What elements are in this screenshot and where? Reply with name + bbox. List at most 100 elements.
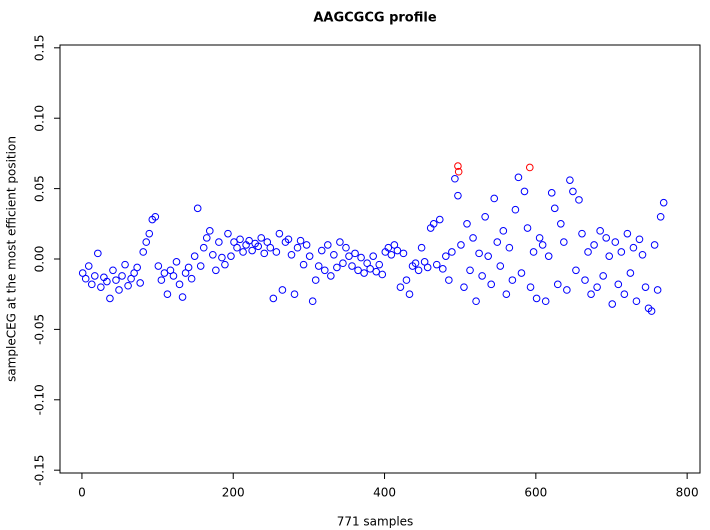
data-point (254, 242, 263, 251)
data-point (405, 290, 414, 298)
y-tick-label: -0.15 (33, 455, 47, 486)
data-point (327, 272, 335, 280)
data-point (451, 174, 459, 183)
data-point (184, 263, 193, 272)
data-point (514, 173, 523, 182)
data-point (472, 297, 480, 306)
data-point (653, 286, 662, 294)
data-point (221, 260, 229, 269)
data-point (602, 234, 610, 242)
data-point (584, 248, 592, 256)
data-point (460, 283, 468, 291)
data-point (611, 238, 620, 246)
data-point (260, 249, 269, 258)
data-point (423, 263, 432, 272)
data-point (454, 167, 463, 176)
x-axis-label: 771 samples (337, 515, 414, 529)
x-tick-label: 600 (524, 486, 547, 500)
data-point (502, 290, 511, 298)
data-point (650, 241, 659, 249)
x-tick-label: 0 (78, 486, 86, 500)
data-point (442, 252, 450, 260)
data-point (481, 212, 489, 221)
data-point (257, 234, 266, 242)
data-point (345, 252, 353, 260)
data-point (172, 258, 181, 266)
data-point (336, 238, 344, 246)
data-point (233, 243, 241, 252)
data-point (420, 258, 429, 266)
data-point (290, 290, 299, 298)
data-point (360, 269, 368, 277)
x-tick-label: 400 (373, 486, 396, 500)
data-point (529, 248, 538, 256)
data-point (429, 220, 438, 228)
data-point (438, 265, 447, 273)
data-point (490, 194, 499, 203)
data-point (284, 235, 293, 244)
x-tick-label: 800 (676, 486, 699, 500)
data-point (163, 290, 172, 298)
y-tick-label: 0.00 (33, 246, 47, 273)
data-point (535, 234, 544, 242)
data-point (106, 294, 114, 303)
data-point (308, 297, 317, 306)
data-point (187, 274, 196, 283)
data-point (348, 262, 356, 270)
data-point (212, 266, 220, 275)
data-point (525, 163, 534, 172)
data-point (169, 272, 178, 280)
data-point (532, 294, 541, 303)
data-point (330, 250, 338, 259)
data-point (590, 241, 598, 249)
data-point (566, 176, 574, 184)
data-point (293, 243, 302, 252)
data-point (224, 229, 232, 238)
data-point (557, 220, 565, 228)
data-point (339, 259, 347, 268)
data-point (454, 162, 462, 170)
data-point (544, 252, 553, 260)
data-point (317, 246, 326, 255)
data-point (608, 300, 617, 308)
data-point (647, 307, 656, 315)
data-point (626, 269, 635, 277)
data-point (581, 276, 589, 284)
data-point (596, 227, 604, 235)
data-point (81, 274, 90, 283)
data-point (387, 250, 396, 259)
data-point (136, 279, 144, 287)
data-point (78, 269, 87, 277)
data-point (202, 234, 211, 242)
data-point (620, 290, 629, 298)
data-point (523, 224, 532, 232)
data-point (305, 252, 314, 260)
data-point (139, 248, 148, 256)
data-point (402, 276, 411, 284)
data-point (526, 283, 535, 291)
data-point (97, 283, 105, 291)
data-point (432, 260, 441, 269)
data-point (445, 276, 453, 284)
data-point (287, 250, 296, 259)
data-point (311, 276, 320, 284)
data-point (215, 238, 223, 246)
data-point (547, 189, 556, 197)
data-point (569, 187, 577, 196)
data-point (272, 248, 281, 256)
data-point (230, 238, 238, 246)
data-point (115, 286, 123, 294)
data-point (175, 280, 184, 289)
data-point (266, 243, 275, 252)
data-point (638, 250, 647, 259)
y-tick-label: 0.05 (33, 175, 47, 202)
y-tick-label: -0.10 (33, 384, 47, 415)
data-point (656, 212, 665, 221)
data-point (121, 260, 129, 269)
data-point (484, 252, 492, 260)
data-point (248, 246, 256, 255)
data-point (578, 229, 586, 238)
data-point (457, 241, 465, 249)
x-tick-label: 200 (222, 486, 245, 500)
